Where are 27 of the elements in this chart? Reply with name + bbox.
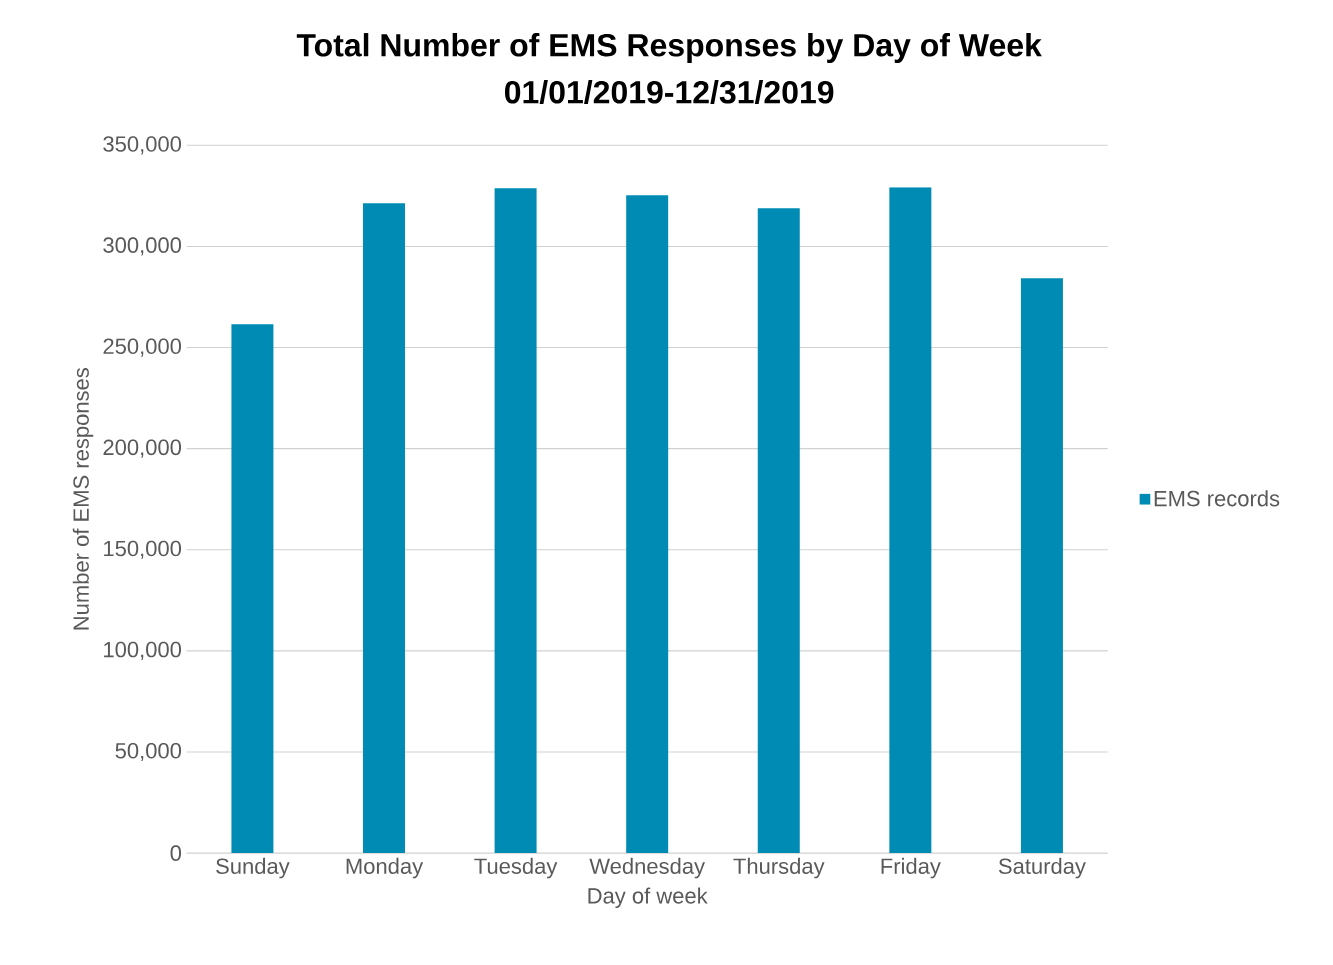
bar xyxy=(1020,278,1063,854)
y-axis-title: Number of EMS responses xyxy=(72,367,94,630)
chart-subtitle: 01/01/2019-12/31/2019 xyxy=(505,80,834,104)
y-tick-label: 350,000 xyxy=(103,136,182,155)
x-tick-label: Sunday xyxy=(216,857,290,879)
x-tick-label: Wednesday xyxy=(589,857,705,879)
bar xyxy=(626,195,669,854)
y-tick-label: 150,000 xyxy=(104,540,182,559)
x-tick-label: Monday xyxy=(346,857,424,879)
bar xyxy=(231,324,274,854)
x-tick-label: Friday xyxy=(881,857,941,879)
x-axis-title: Day of week xyxy=(588,887,708,908)
y-tick-label: 250,000 xyxy=(103,338,182,357)
bar xyxy=(889,187,932,854)
y-tick-label: 200,000 xyxy=(103,439,182,458)
y-tick-label: 0 xyxy=(170,845,182,861)
bar xyxy=(757,208,800,854)
legend-label: EMS records xyxy=(1154,490,1280,507)
y-tick-label: 100,000 xyxy=(104,641,182,660)
y-tick-label: 50,000 xyxy=(115,742,182,762)
x-tick-label: Tuesday xyxy=(474,857,558,879)
bar xyxy=(494,188,537,854)
x-tick-label: Thursday xyxy=(733,857,825,879)
x-tick-label: Saturday xyxy=(998,857,1086,879)
chart-title: Total Number of EMS Responses by Day of Week xyxy=(296,33,1042,63)
y-tick-label: 300,000 xyxy=(103,237,182,256)
bar xyxy=(363,203,405,854)
